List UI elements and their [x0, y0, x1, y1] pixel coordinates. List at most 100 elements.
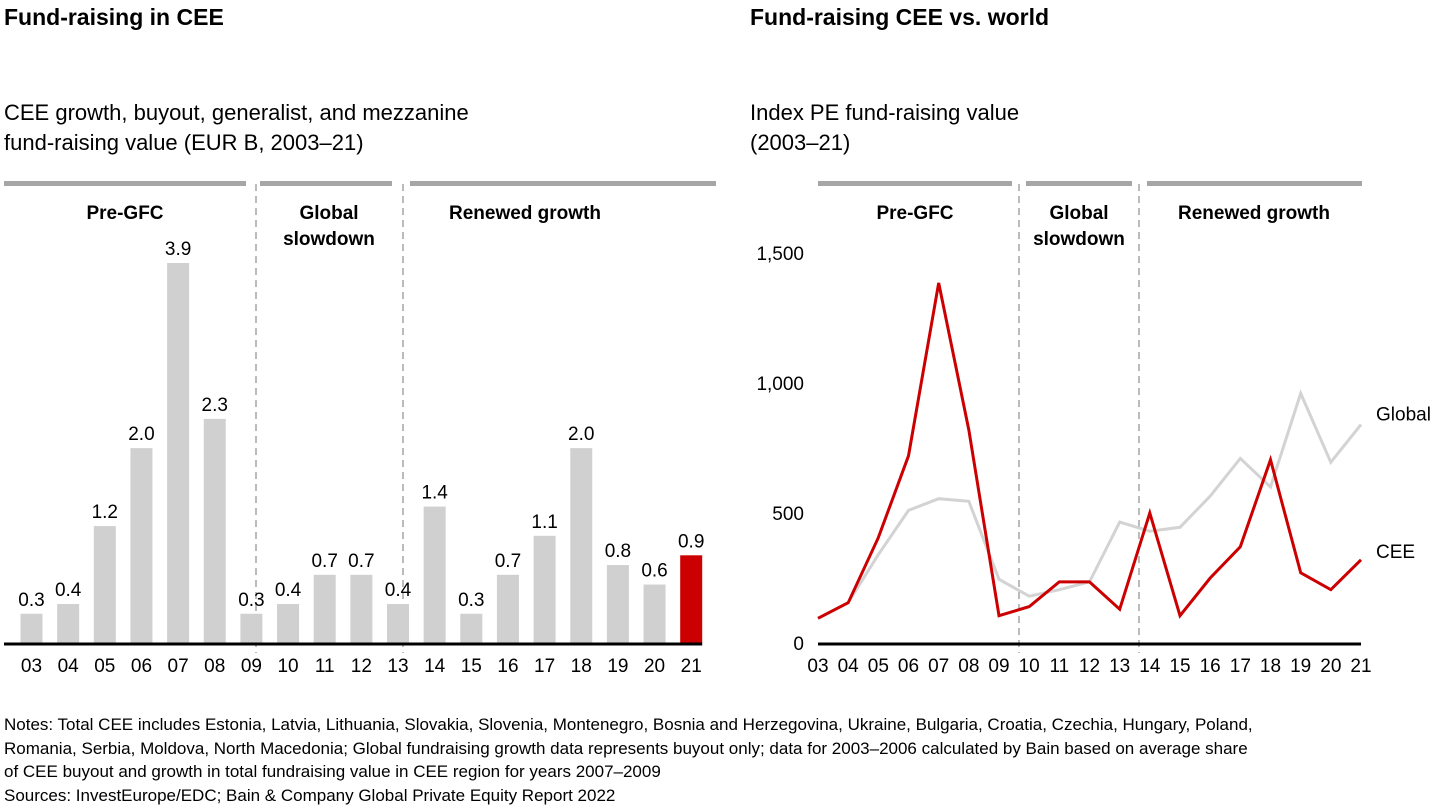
y-tick-label: 0 [793, 634, 804, 655]
x-tick-label: 12 [1079, 656, 1100, 677]
period-bar-right-1 [818, 181, 1012, 186]
x-tick-label: 10 [277, 656, 298, 677]
y-tick-label: 1,500 [756, 244, 804, 265]
x-tick-label: 04 [838, 656, 860, 677]
x-tick-label: 09 [988, 656, 1009, 677]
bar-value-label: 0.9 [678, 531, 704, 552]
bar-value-label: 1.1 [531, 512, 557, 533]
x-tick-label: 19 [1290, 656, 1311, 677]
bar-value-label: 0.3 [18, 590, 44, 611]
period-label-left: slowdown [283, 229, 375, 250]
x-tick-label: 09 [241, 656, 262, 677]
bar-14 [423, 506, 446, 643]
notes-line-3: of CEE buyout and growth in total fundra… [4, 762, 661, 781]
x-tick-label: 03 [807, 656, 828, 677]
line-series-global [817, 389, 1363, 620]
bar-value-label: 2.0 [128, 424, 154, 445]
bar-21 [680, 555, 703, 643]
bar-20 [643, 584, 666, 643]
bar-value-label: 2.0 [568, 424, 594, 445]
bar-10 [277, 604, 300, 643]
line-series-cee [817, 282, 1363, 620]
bar-07 [167, 263, 190, 643]
x-tick-label: 16 [1200, 656, 1221, 677]
x-tick-label: 15 [461, 656, 482, 677]
x-tick-label: 21 [1350, 656, 1371, 677]
x-tick-label: 08 [958, 656, 979, 677]
bar-value-label: 1.4 [421, 483, 448, 504]
x-tick-label: 05 [94, 656, 115, 677]
bar-05 [93, 526, 116, 643]
x-tick-label: 20 [644, 656, 665, 677]
right-subtitle-line2: (2003–21) [750, 130, 851, 155]
bar-16 [496, 574, 519, 643]
period-bar-left-2 [260, 181, 392, 186]
x-tick-label: 06 [898, 656, 919, 677]
bar-11 [313, 574, 336, 643]
bar-17 [533, 535, 556, 643]
x-tick-label: 18 [1260, 656, 1281, 677]
x-tick-label: 04 [58, 656, 80, 677]
bar-value-label: 0.8 [605, 541, 631, 562]
bar-value-label: 0.4 [55, 580, 82, 601]
x-tick-label: 15 [1169, 656, 1190, 677]
bar-value-label: 0.7 [348, 551, 374, 572]
period-bar-right-3 [1147, 181, 1362, 186]
right-chart-subtitle: Index PE fund-raising value (2003–21) [750, 98, 1019, 158]
bar-value-label: 0.3 [238, 590, 264, 611]
bar-value-label: 0.7 [311, 551, 337, 572]
x-tick-label: 20 [1320, 656, 1341, 677]
bar-06 [130, 448, 153, 643]
x-tick-label: 14 [1139, 656, 1161, 677]
legend-label-cee: CEE [1376, 542, 1415, 563]
left-chart-title: Fund-raising in CEE [4, 4, 224, 30]
left-chart-subtitle: CEE growth, buyout, generalist, and mezz… [4, 98, 469, 158]
right-subtitle-line1: Index PE fund-raising value [750, 100, 1020, 125]
x-tick-label: 05 [868, 656, 889, 677]
left-subtitle-line1: CEE growth, buyout, generalist, and mezz… [4, 100, 469, 125]
right-chart-title: Fund-raising CEE vs. world [750, 4, 1050, 30]
x-tick-label: 13 [387, 656, 408, 677]
period-label-right: Global [1049, 203, 1108, 224]
legend-label-global: Global [1376, 405, 1431, 426]
bar-value-label: 0.4 [275, 580, 302, 601]
bar-18 [570, 448, 593, 643]
x-tick-label: 18 [571, 656, 592, 677]
period-bar-left-3 [410, 181, 716, 186]
period-bar-left-1 [4, 181, 246, 186]
notes-line-2: Romania, Serbia, Moldova, North Macedoni… [4, 738, 1248, 758]
bar-value-label: 1.2 [92, 502, 118, 523]
x-tick-label: 13 [1109, 656, 1130, 677]
x-tick-label: 21 [681, 656, 702, 677]
x-tick-label: 14 [424, 656, 446, 677]
bar-value-label: 3.9 [165, 239, 191, 260]
period-bar-right-2 [1026, 181, 1132, 186]
bar-08 [203, 418, 226, 643]
bar-value-label: 0.6 [641, 561, 667, 582]
x-tick-label: 07 [168, 656, 189, 677]
x-tick-label: 12 [351, 656, 372, 677]
x-tick-label: 11 [1049, 656, 1069, 677]
period-label-right: slowdown [1033, 229, 1125, 250]
x-tick-label: 08 [204, 656, 225, 677]
sources-line: Sources: InvestEurope/EDC; Bain & Compan… [4, 785, 616, 805]
x-tick-label: 11 [315, 656, 335, 677]
period-label-left: Renewed growth [449, 203, 601, 224]
bar-value-label: 0.7 [495, 551, 521, 572]
x-tick-label: 17 [1230, 656, 1251, 677]
x-tick-label: 07 [928, 656, 949, 677]
notes-line-1: Notes: Total CEE includes Estonia, Latvi… [4, 715, 1253, 734]
bar-09 [240, 613, 263, 643]
bar-12 [350, 574, 373, 643]
y-tick-label: 500 [772, 504, 804, 525]
period-label-left: Pre-GFC [86, 203, 163, 224]
bar-13 [387, 604, 409, 643]
x-tick-label: 03 [21, 656, 42, 677]
notes-section: Notes: Total CEE includes Estonia, Latvi… [4, 713, 1440, 807]
x-tick-label: 06 [131, 656, 152, 677]
bar-19 [606, 565, 629, 643]
bar-value-label: 0.3 [458, 590, 484, 611]
x-tick-label: 19 [607, 656, 628, 677]
bar-04 [57, 604, 80, 643]
